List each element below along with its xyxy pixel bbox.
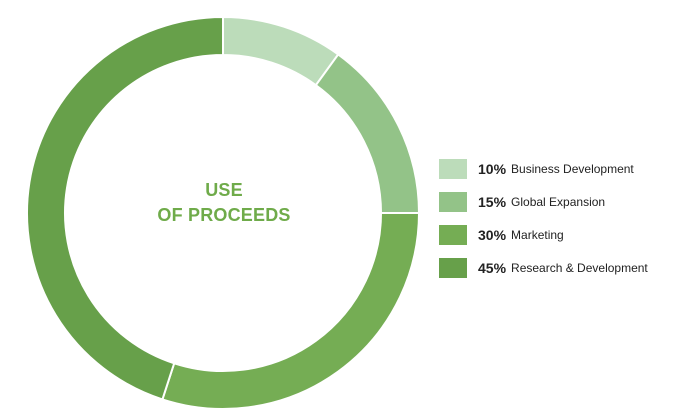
donut-slice-marketing (161, 212, 421, 410)
legend-value-marketing: 30% (478, 227, 507, 243)
donut-slice-business-development (222, 15, 340, 87)
legend-swatch-business-development (439, 159, 467, 179)
legend-item-global-expansion: 15% Global Expansion (439, 191, 674, 213)
legend-item-business-development: 10% Business Development (439, 158, 674, 180)
donut-slice-global-expansion (314, 53, 421, 214)
legend-swatch-global-expansion (439, 192, 467, 212)
legend-swatch-research-development (439, 258, 467, 278)
legend-swatch-marketing (439, 225, 467, 245)
legend-item-research-development: 45% Research & Development (439, 257, 674, 279)
legend-label-global-expansion: Global Expansion (511, 195, 606, 209)
legend-value-business-development: 10% (478, 161, 507, 177)
legend-label-business-development: Business Development (511, 162, 634, 176)
legend-label-marketing: Marketing (511, 228, 564, 242)
legend: 10% Business Development 15% Global Expa… (439, 158, 674, 290)
legend-label-research-development: Research & Development (511, 261, 648, 275)
legend-value-global-expansion: 15% (478, 194, 507, 210)
donut-slice-research-development (26, 15, 224, 401)
chart-title-line-1: USE (205, 180, 243, 200)
legend-value-research-development: 45% (478, 260, 507, 276)
legend-item-marketing: 30% Marketing (439, 224, 674, 246)
chart-title: USE OF PROCEEDS (124, 178, 324, 228)
chart-title-line-2: OF PROCEEDS (157, 205, 291, 225)
